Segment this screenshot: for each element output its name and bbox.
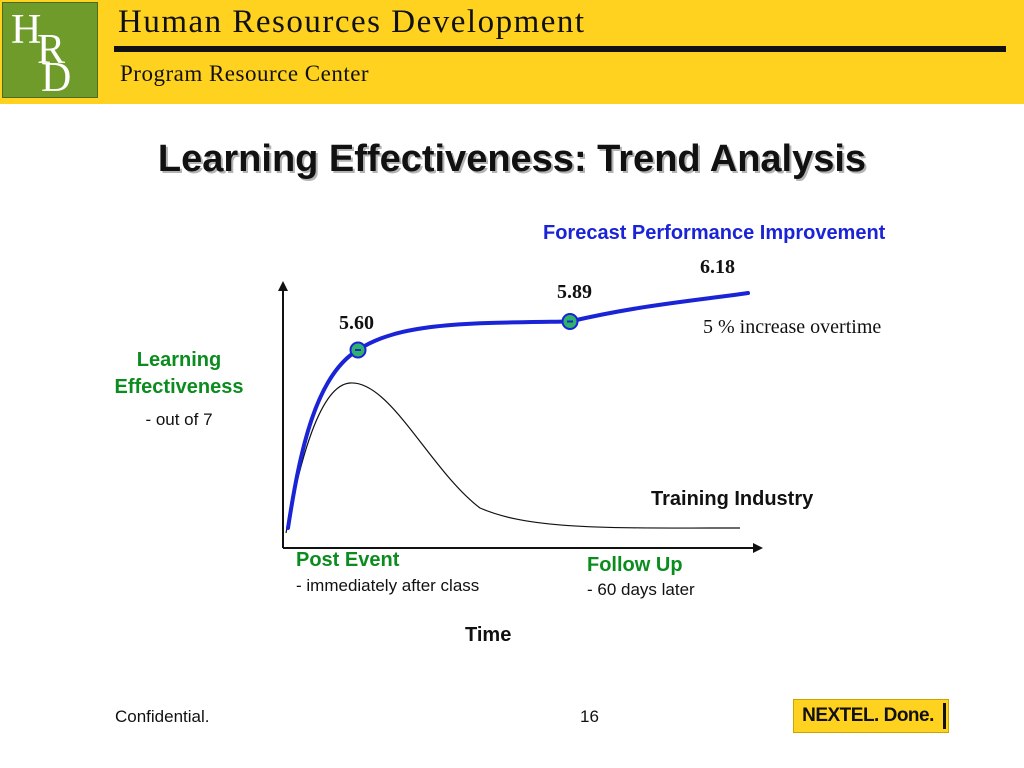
data-label-post-event: 5.60 bbox=[339, 312, 374, 334]
y-axis-note: - out of 7 bbox=[145, 410, 213, 429]
x-marker-post-event-note: - immediately after class bbox=[296, 576, 480, 595]
y-axis-label: Learning Effectiveness bbox=[114, 349, 244, 398]
x-marker-post-event: Post Event bbox=[296, 549, 400, 571]
forecast-point-follow-up bbox=[561, 313, 579, 330]
trend-annotation: 5 % increase overtime bbox=[703, 316, 882, 338]
slide-title: Learning Effectiveness: Trend Analysis bbox=[157, 138, 867, 180]
nextel-logo-text: NEXTEL. Done. bbox=[802, 705, 934, 726]
series-label-forecast: Forecast Performance Improvement bbox=[543, 222, 886, 244]
series-label-training-industry: Training Industry bbox=[651, 488, 814, 510]
nextel-logo: NEXTEL. Done. bbox=[793, 699, 949, 733]
logo-letter-r: R bbox=[37, 27, 66, 73]
data-label-follow-up: 5.89 bbox=[557, 281, 592, 303]
x-axis-label: Time bbox=[465, 624, 512, 646]
logo-letter-d: D bbox=[41, 55, 72, 101]
footer-confidential: Confidential. bbox=[115, 707, 210, 726]
nextel-logo-bar bbox=[943, 703, 946, 729]
data-label-end: 6.18 bbox=[700, 256, 735, 278]
header-band bbox=[0, 0, 1024, 104]
forecast-curve bbox=[286, 291, 750, 530]
x-marker-follow-up-note: - 60 days later bbox=[587, 580, 695, 599]
page-number: 16 bbox=[580, 707, 599, 726]
training-industry-curve bbox=[285, 382, 741, 534]
x-marker-follow-up: Follow Up bbox=[587, 554, 683, 576]
header-rule bbox=[114, 46, 1006, 52]
hrd-logo: H R D bbox=[2, 2, 98, 101]
forecast-point-post-event bbox=[349, 341, 367, 359]
logo-letter-h: H bbox=[11, 7, 42, 53]
header-title: Human Resources Development bbox=[118, 4, 586, 40]
header-subtitle: Program Resource Center bbox=[120, 61, 370, 86]
